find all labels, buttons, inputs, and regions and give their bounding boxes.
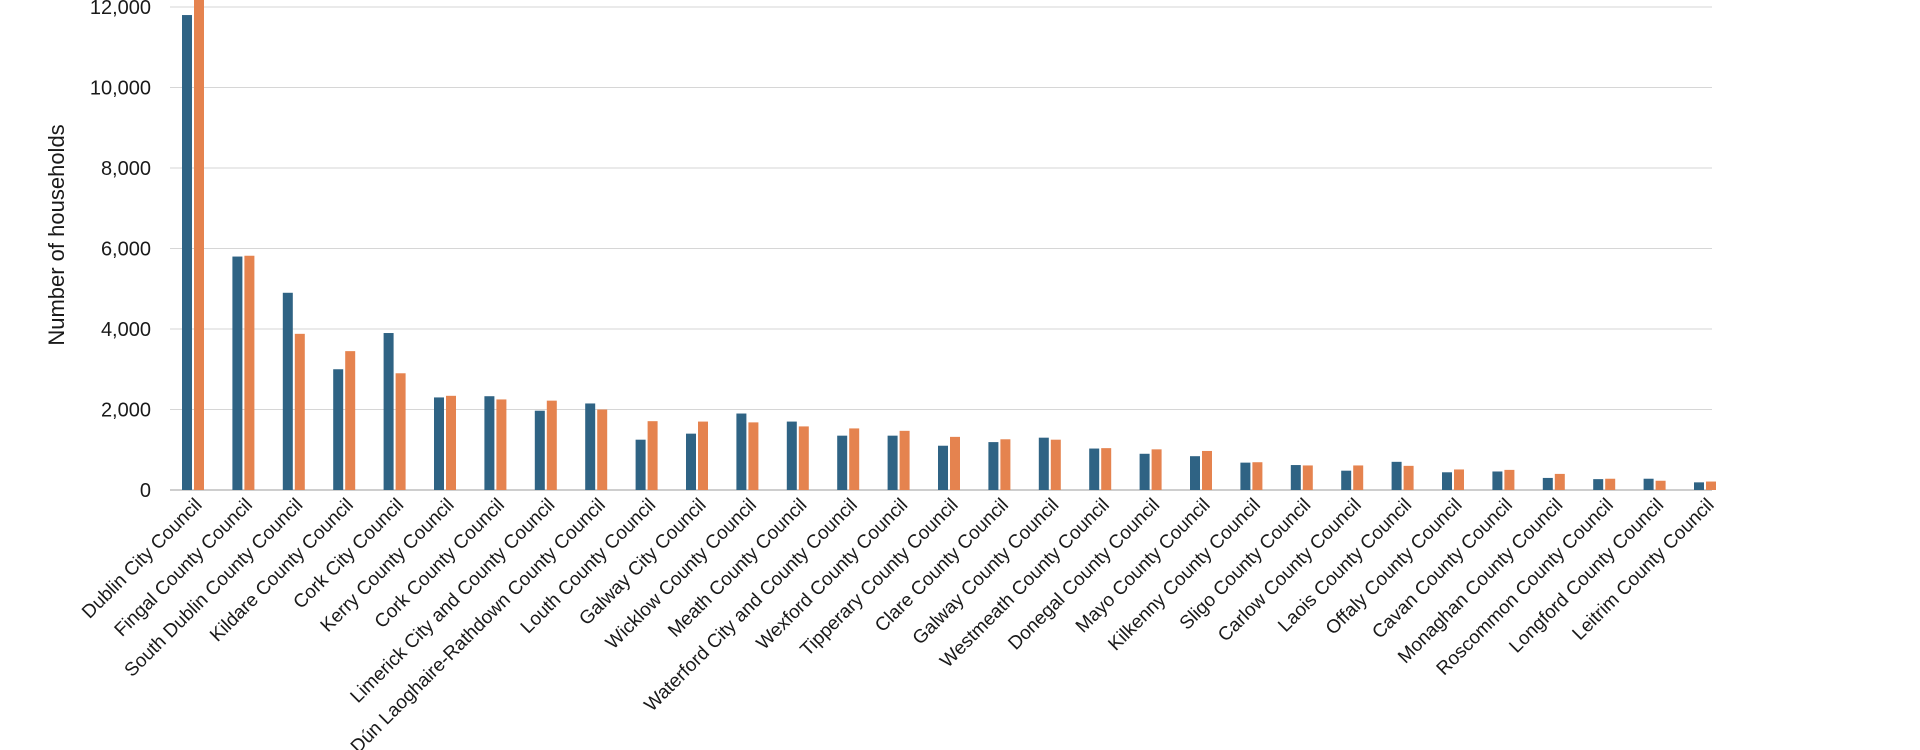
bar-series-1: [333, 369, 344, 490]
bar-series-2: [1403, 465, 1414, 490]
bar-series-1: [837, 435, 848, 490]
y-tick-label: 0: [140, 480, 151, 502]
bar-series-2: [748, 422, 759, 490]
bar-series-1: [1593, 479, 1604, 490]
bar-series-1: [1542, 477, 1553, 490]
bar-series-2: [395, 373, 406, 490]
bar-series-1: [988, 442, 999, 490]
bar-series-1: [534, 410, 545, 490]
y-axis-ticks: 0 2,000 4,000 6,000 8,000 10,000 12,000: [90, 0, 151, 502]
bar-series-2: [899, 430, 910, 490]
bar-series-2: [597, 409, 608, 490]
bar-series-1: [686, 433, 696, 490]
bar-series-2: [1655, 480, 1666, 490]
bar-series-2: [647, 421, 658, 490]
bar-series-2: [1454, 469, 1464, 490]
bar-series-2: [546, 400, 557, 490]
y-axis-title: Number of households: [44, 124, 69, 345]
bar-series-1: [938, 445, 948, 490]
bar-series-2: [1202, 450, 1212, 490]
y-tick-label: 2,000: [101, 400, 151, 422]
bar-series-1: [736, 413, 747, 490]
bar-series-1: [887, 435, 898, 490]
y-tick-label: 6,000: [101, 239, 151, 261]
bar-series-1: [585, 403, 596, 490]
bar-series-1: [635, 439, 646, 490]
bar-series-2: [1554, 473, 1565, 490]
bar-series-1: [282, 292, 293, 490]
y-tick-label: 10,000: [90, 78, 151, 100]
y-tick-label: 8,000: [101, 158, 151, 180]
bar-series-2: [194, 0, 204, 490]
bar-series-1: [434, 397, 444, 490]
bar-series-2: [1353, 465, 1364, 490]
bar-series-2: [1252, 462, 1263, 490]
bar-series-1: [1442, 472, 1452, 490]
bars: [182, 0, 1716, 491]
bar-series-1: [1643, 478, 1654, 490]
bar-series-1: [786, 421, 797, 490]
bar-series-2: [950, 436, 960, 490]
bar-series-1: [1391, 461, 1402, 490]
bar-series-2: [798, 426, 809, 490]
bar-series-2: [1302, 465, 1313, 490]
y-tick-label: 4,000: [101, 319, 151, 341]
bar-series-1: [232, 256, 243, 490]
bar-series-2: [345, 351, 356, 490]
bar-series-2: [294, 333, 305, 490]
bar-series-1: [1694, 482, 1704, 490]
bar-series-1: [1038, 437, 1049, 490]
bar-series-2: [446, 395, 456, 490]
bar-series-2: [1504, 469, 1515, 490]
bar-series-2: [1000, 439, 1011, 490]
bar-series-2: [1605, 478, 1616, 490]
y-tick-label: 12,000: [90, 0, 151, 19]
bar-series-1: [1290, 465, 1301, 490]
bar-series-2: [1151, 449, 1162, 490]
bar-series-1: [1089, 448, 1100, 490]
bar-series-1: [1492, 471, 1503, 490]
bar-series-1: [484, 396, 495, 490]
bar-series-1: [1139, 453, 1150, 490]
bar-series-2: [849, 428, 860, 490]
bar-series-2: [244, 255, 255, 490]
bar-series-1: [1190, 456, 1200, 490]
bar-series-2: [1101, 448, 1112, 490]
bar-series-1: [182, 15, 192, 491]
bar-series-1: [1341, 470, 1352, 490]
bar-series-1: [1240, 462, 1251, 490]
bar-series-1: [383, 333, 394, 490]
bar-series-2: [698, 421, 708, 490]
bar-series-2: [1050, 439, 1061, 490]
bar-series-2: [1706, 481, 1716, 490]
bar-series-2: [496, 399, 507, 490]
